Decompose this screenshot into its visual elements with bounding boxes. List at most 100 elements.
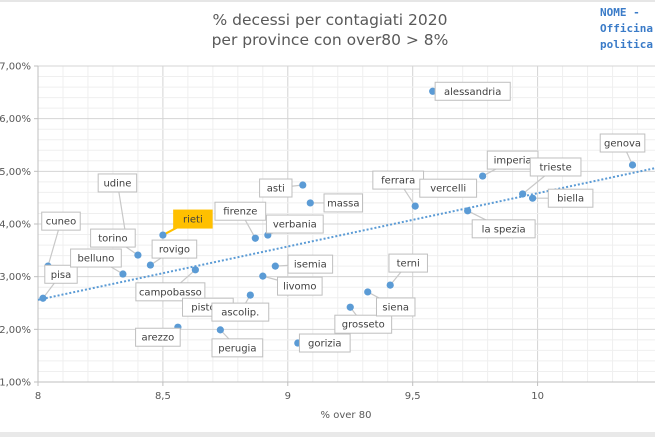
y-tick-label: 5,00%: [0, 167, 31, 178]
data-label-box-rect: [135, 327, 181, 347]
data-label-box: alessandria: [434, 81, 511, 101]
logo: NOME - Officina politica: [600, 5, 655, 53]
data-label-box-rect: [151, 239, 198, 259]
data-label-box: firenze: [214, 201, 267, 221]
data-label-box: belluno: [70, 248, 122, 268]
data-label-box: terni: [388, 253, 428, 273]
data-label-box: arezzo: [135, 327, 181, 347]
data-point-torino: [134, 251, 142, 259]
data-label: firenze: [223, 207, 257, 218]
data-label-box: trieste: [529, 157, 582, 177]
data-label: belluno: [78, 254, 115, 265]
data-label: vercelli: [430, 184, 466, 195]
data-label: rovigo: [159, 245, 190, 256]
x-tick-label: 8: [35, 391, 41, 402]
data-label-box: cuneo: [41, 211, 81, 231]
data-label: gorizia: [308, 339, 342, 350]
data-label-box: rieti: [173, 209, 213, 229]
data-label: pisa: [51, 270, 71, 281]
y-tick-label: 2,00%: [0, 325, 31, 336]
point-labels: pisa cuneo belluno udine torino rovigo rieti ca…: [41, 81, 646, 358]
data-label: terni: [397, 259, 420, 270]
data-label-box: udine: [97, 173, 138, 193]
data-label-box-rect: [211, 338, 264, 358]
data-label: asti: [267, 184, 285, 195]
data-label: udine: [103, 178, 131, 189]
data-label: siena: [382, 302, 409, 313]
data-label-box: pisa: [44, 264, 78, 284]
data-label: la spezia: [482, 224, 526, 235]
data-label-box-rect: [547, 188, 594, 208]
data-point-ascolip-: [246, 291, 254, 299]
data-label: massa: [327, 198, 359, 209]
data-point-isemia: [271, 262, 279, 270]
chart-frame-top: [0, 0, 655, 2]
data-point-terni: [386, 281, 394, 289]
data-label-box-rect: [287, 254, 334, 274]
data-label-box-rect: [265, 214, 324, 234]
data-label-box: la spezia: [471, 219, 536, 239]
data-point-ferrara: [411, 202, 419, 210]
data-label: ascolip.: [221, 308, 259, 319]
data-point-genova: [628, 161, 637, 169]
data-point-rovigo: [146, 261, 155, 269]
data-label-box-rect: [173, 209, 213, 229]
x-tick-label: 9,5: [405, 391, 421, 402]
data-label-box-rect: [434, 81, 511, 101]
data-label: genova: [604, 139, 641, 150]
y-tick-label: 4,00%: [0, 220, 31, 231]
data-label: alessandria: [444, 87, 501, 98]
data-label: arezzo: [141, 333, 174, 344]
data-label: grosseto: [342, 320, 385, 331]
data-label: isemia: [294, 260, 327, 271]
data-label-box: perugia: [211, 338, 264, 358]
data-label-box-rect: [419, 178, 478, 198]
y-tick-label: 3,00%: [0, 272, 31, 283]
data-label-box: livomo: [277, 276, 323, 296]
data-label: imperia: [494, 156, 532, 167]
data-point-massa: [306, 199, 314, 207]
data-label: verbania: [273, 220, 317, 231]
data-label-box-rect: [529, 157, 582, 177]
data-point-alessandria: [429, 87, 437, 95]
data-label: ferrara: [381, 176, 415, 187]
data-label-box-rect: [41, 211, 81, 231]
axes: 1,00% 2,00% 3,00% 4,00% 5,00% 6,00% 7,00% 8 8,5 9…: [0, 62, 655, 402]
logo-line-2: Officina: [600, 22, 653, 35]
data-label: campobasso: [139, 287, 202, 298]
data-label: torino: [98, 234, 127, 245]
data-label-box-rect: [97, 173, 138, 193]
data-label-box-rect: [211, 302, 270, 322]
data-label-box: asti: [259, 178, 293, 198]
data-label-box-rect: [298, 333, 351, 353]
y-tick-label: 6,00%: [0, 114, 31, 125]
data-label-box-rect: [388, 253, 428, 273]
data-label: biella: [557, 194, 584, 205]
data-point-firenze: [251, 234, 259, 242]
data-label-box: ascolip.: [211, 302, 270, 322]
x-tick-label: 9: [285, 391, 291, 402]
data-label-box: siena: [375, 297, 416, 317]
data-label-box: grosseto: [334, 314, 393, 334]
data-label-box-rect: [599, 133, 646, 153]
data-label-box: isemia: [287, 254, 334, 274]
data-label-box-rect: [277, 276, 323, 296]
data-point-livomo: [259, 272, 267, 280]
data-label: perugia: [218, 343, 256, 354]
data-point-belluno: [119, 270, 127, 278]
data-point-campobasso: [191, 266, 199, 274]
data-point-pisa: [39, 294, 47, 302]
data-label-box-rect: [334, 314, 393, 334]
data-label: pistoia: [191, 303, 224, 314]
data-label-box-rect: [323, 193, 364, 213]
data-label-box-rect: [135, 282, 206, 302]
y-tick-label: 7,00%: [0, 62, 31, 73]
y-tick-label: 1,00%: [0, 378, 31, 389]
data-label: livomo: [283, 282, 316, 293]
data-label-box: campobasso: [135, 282, 206, 302]
data-label-box-rect: [70, 248, 122, 268]
data-label-box: ferrara: [372, 170, 425, 190]
data-label: trieste: [539, 162, 571, 173]
data-label-box: genova: [599, 133, 646, 153]
